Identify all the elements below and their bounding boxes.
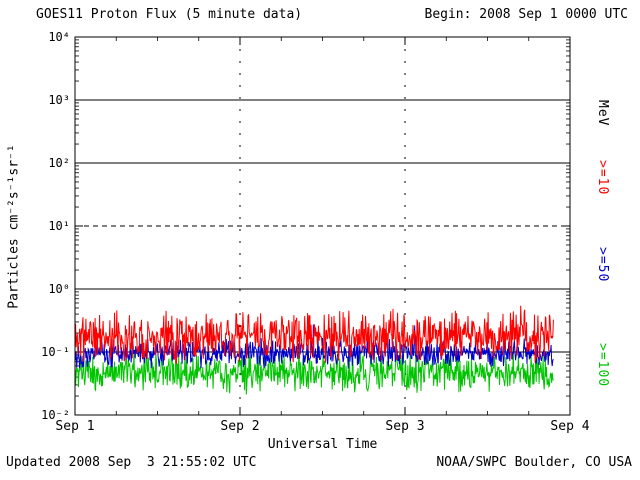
source-credit: NOAA/SWPC Boulder, CO USA (436, 455, 632, 470)
right-label-ge50: >=50 (595, 247, 610, 283)
series-line--50-mev (74, 324, 554, 369)
right-label-mev: MeV (595, 100, 610, 127)
right-label-ge100: >=100 (595, 343, 610, 388)
x-axis-label: Universal Time (267, 437, 378, 452)
x-tick-sep1: Sep 1 (55, 419, 95, 434)
y-tick-1e0: 10⁰ (48, 282, 70, 296)
plot-border (74, 36, 571, 416)
right-label-ge10: >=10 (595, 160, 610, 196)
x-tick-sep2: Sep 2 (220, 419, 260, 434)
y-tick-1e1: 10¹ (48, 219, 70, 233)
y-tick-1e2: 10² (48, 156, 70, 170)
y-tick-1e-2: 10⁻² (41, 408, 70, 422)
y-tick-1e3: 10³ (48, 93, 70, 107)
x-tick-sep4: Sep 4 (550, 419, 590, 434)
y-tick-1e4: 10⁴ (48, 30, 70, 44)
x-tick-sep3: Sep 3 (385, 419, 425, 434)
begin-label: Begin: 2008 Sep 1 0000 UTC (424, 7, 629, 22)
series-line--100-mev (74, 346, 554, 395)
series-line--10-mev (74, 305, 554, 365)
page-title: GOES11 Proton Flux (5 minute data) (36, 7, 303, 22)
updated-timestamp: Updated 2008 Sep 3 21:55:02 UTC (6, 455, 257, 470)
y-tick-1e-1: 10⁻¹ (41, 345, 70, 359)
